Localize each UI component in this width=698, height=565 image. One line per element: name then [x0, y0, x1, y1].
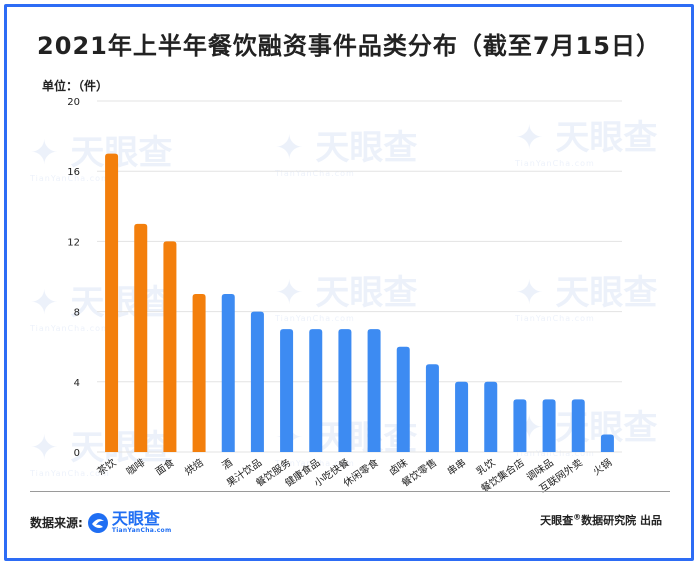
bar — [396, 346, 410, 452]
y-tick-label: 12 — [67, 237, 80, 248]
x-tick-label: 面食 — [153, 456, 177, 478]
bar — [250, 311, 264, 452]
registered-mark-icon: ® — [573, 512, 582, 522]
x-tick-label: 烘焙 — [182, 456, 206, 478]
bar — [484, 381, 498, 452]
y-tick-label: 20 — [67, 97, 80, 108]
y-tick-label: 4 — [74, 378, 80, 389]
credit-line: 天眼查®数据研究院 出品 — [540, 512, 662, 528]
y-tick-label: 8 — [74, 308, 80, 319]
x-tick-label: 卤味 — [386, 456, 410, 478]
logo-text-en: TianYanCha.com — [111, 527, 172, 534]
y-axis-unit-label: 单位：（件） — [42, 79, 109, 93]
bar — [163, 241, 177, 452]
tianyancha-logo-icon — [87, 512, 108, 533]
x-tick-label: 火锅 — [591, 457, 614, 478]
y-tick-label: 16 — [67, 167, 80, 178]
logo-text-cn: 天眼查 — [111, 509, 160, 528]
bar — [105, 153, 119, 452]
bar — [192, 294, 206, 452]
x-tick-label: 串串 — [445, 457, 468, 478]
data-source: 数据来源: 天眼查 TianYanCha.com — [30, 511, 172, 534]
bar — [513, 399, 527, 452]
bar — [280, 329, 294, 452]
chart-frame — [4, 4, 694, 561]
bar — [600, 434, 614, 452]
footer-divider — [30, 491, 670, 492]
bar — [338, 329, 352, 452]
bar — [309, 329, 323, 452]
source-label: 数据来源: — [30, 516, 83, 530]
bar — [134, 223, 148, 452]
y-tick-label: 0 — [74, 448, 80, 459]
bar — [221, 294, 235, 452]
x-tick-label: 茶饮 — [94, 456, 118, 478]
bar — [571, 399, 585, 452]
x-tick-label: 乳饮 — [474, 456, 498, 478]
x-tick-label: 酒 — [220, 457, 235, 473]
chart-title: 2021年上半年餐饮融资事件品类分布（截至7月15日） — [37, 32, 661, 60]
x-tick-label: 咖啡 — [124, 457, 147, 478]
credit-suffix: 数据研究院 出品 — [581, 514, 662, 527]
tianyancha-logo: 天眼查 TianYanCha.com — [87, 511, 172, 534]
bar — [455, 381, 469, 452]
bar — [542, 399, 556, 452]
bar — [367, 329, 381, 452]
bar — [425, 364, 439, 452]
credit-prefix: 天眼查 — [540, 514, 574, 527]
